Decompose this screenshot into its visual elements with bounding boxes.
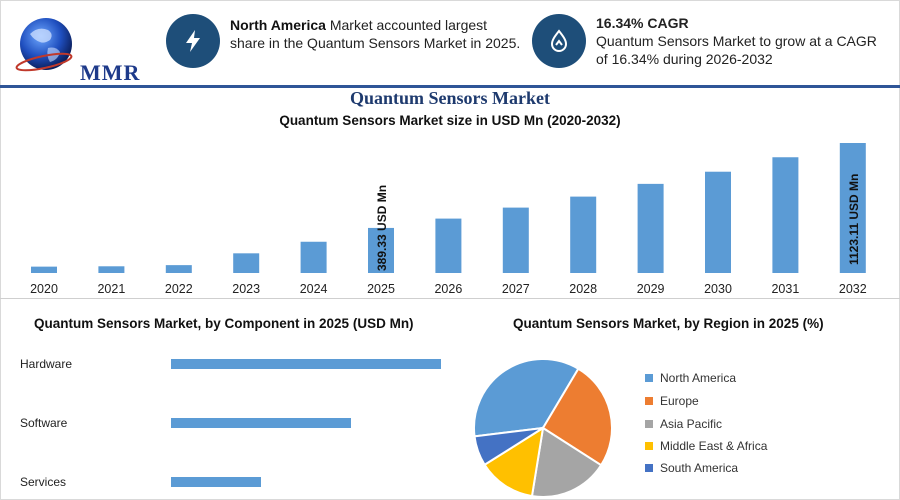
x-tick-label: 2030 bbox=[704, 282, 732, 296]
lightning-icon-badge bbox=[166, 14, 220, 68]
pie-slice-south-america bbox=[473, 427, 544, 467]
legend-swatch bbox=[645, 420, 653, 428]
legend-swatch bbox=[645, 397, 653, 405]
legend-swatch bbox=[645, 374, 653, 382]
component-bar-services bbox=[171, 477, 261, 487]
x-tick-label: 2026 bbox=[434, 282, 462, 296]
bar-2026 bbox=[435, 218, 462, 273]
legend-label: North America bbox=[660, 371, 737, 385]
header-divider bbox=[0, 85, 900, 88]
logo-text: MMR bbox=[80, 60, 141, 85]
region-pie-chart bbox=[473, 358, 613, 498]
x-tick-label: 2029 bbox=[637, 282, 665, 296]
info1-bold: North America bbox=[230, 17, 326, 33]
bar-2022 bbox=[165, 265, 192, 273]
data-label: 389.33 USD Mn bbox=[375, 185, 389, 271]
legend-swatch bbox=[645, 442, 653, 450]
x-tick-label: 2028 bbox=[569, 282, 597, 296]
component-label: Software bbox=[20, 416, 68, 430]
legend-label: Asia Pacific bbox=[660, 417, 723, 431]
component-bar-hardware bbox=[171, 359, 441, 369]
x-tick-label: 2032 bbox=[839, 282, 867, 296]
x-tick-label: 2022 bbox=[165, 282, 193, 296]
component-bar-software bbox=[171, 418, 351, 428]
market-size-bar-chart: 2020 2021 2022 2023 2024 2025 2026 2027 2028 2029… bbox=[30, 143, 867, 296]
bar-2025 bbox=[368, 227, 394, 273]
pie-slice-north-america bbox=[473, 358, 580, 438]
component-bar-chart: Hardware Software Services bbox=[20, 357, 441, 489]
bar-2020 bbox=[31, 266, 57, 273]
bar-2024 bbox=[300, 241, 327, 273]
mmr-logo: MMR bbox=[14, 12, 139, 85]
legend-label: South America bbox=[660, 461, 739, 475]
x-tick-label: 2021 bbox=[97, 282, 125, 296]
pie-slice-asia-pacific bbox=[530, 426, 603, 498]
legend-item: Asia Pacific bbox=[645, 417, 722, 431]
x-tick-label: 2020 bbox=[30, 282, 58, 296]
chart-title: Quantum Sensors Market bbox=[349, 88, 550, 108]
legend-label: Middle East & Africa bbox=[660, 439, 768, 453]
bar-2029 bbox=[637, 183, 664, 273]
bar-2031 bbox=[772, 157, 799, 273]
pie-slice-europe bbox=[541, 367, 613, 467]
bar-2023 bbox=[233, 253, 260, 273]
x-tick-label: 2025 bbox=[367, 282, 395, 296]
info2-bold: 16.34% CAGR bbox=[596, 15, 689, 31]
growth-icon-badge bbox=[532, 14, 586, 68]
growth-icon bbox=[550, 29, 568, 52]
section-divider bbox=[0, 298, 900, 299]
data-label: 1123.11 USD Mn bbox=[847, 174, 861, 265]
bar-2032 bbox=[839, 143, 866, 273]
chart-subtitle: Quantum Sensors Market size in USD Mn (2… bbox=[279, 113, 621, 128]
legend-item: Middle East & Africa bbox=[645, 439, 767, 453]
info-cagr: 16.34% CAGR Quantum Sensors Market to gr… bbox=[596, 14, 891, 68]
pie-slice-middle-east-africa bbox=[483, 425, 545, 498]
legend-item: South America bbox=[645, 461, 738, 475]
legend-item: Europe bbox=[645, 394, 699, 408]
x-tick-label: 2024 bbox=[300, 282, 328, 296]
bar-2021 bbox=[98, 266, 125, 273]
legend-item: North America bbox=[645, 371, 736, 385]
bar-2027 bbox=[502, 207, 529, 273]
component-label: Hardware bbox=[20, 357, 72, 371]
info1-text: Market accounted largest share in the Qu… bbox=[230, 17, 521, 51]
x-tick-label: 2031 bbox=[771, 282, 799, 296]
region-chart-title: Quantum Sensors Market, by Region in 202… bbox=[513, 316, 824, 331]
x-tick-label: 2023 bbox=[232, 282, 260, 296]
info2-text: Quantum Sensors Market to grow at a CAGR… bbox=[596, 33, 877, 67]
legend-label: Europe bbox=[660, 394, 699, 408]
x-tick-label: 2027 bbox=[502, 282, 530, 296]
legend-swatch bbox=[645, 464, 653, 472]
lightning-icon bbox=[186, 30, 200, 52]
bar-2030 bbox=[705, 171, 731, 273]
component-chart-title: Quantum Sensors Market, by Component in … bbox=[34, 316, 414, 331]
component-label: Services bbox=[20, 475, 66, 489]
info-north-america: North America Market accounted largest s… bbox=[230, 16, 525, 52]
bar-2028 bbox=[570, 196, 597, 273]
globe-icon bbox=[15, 18, 73, 72]
